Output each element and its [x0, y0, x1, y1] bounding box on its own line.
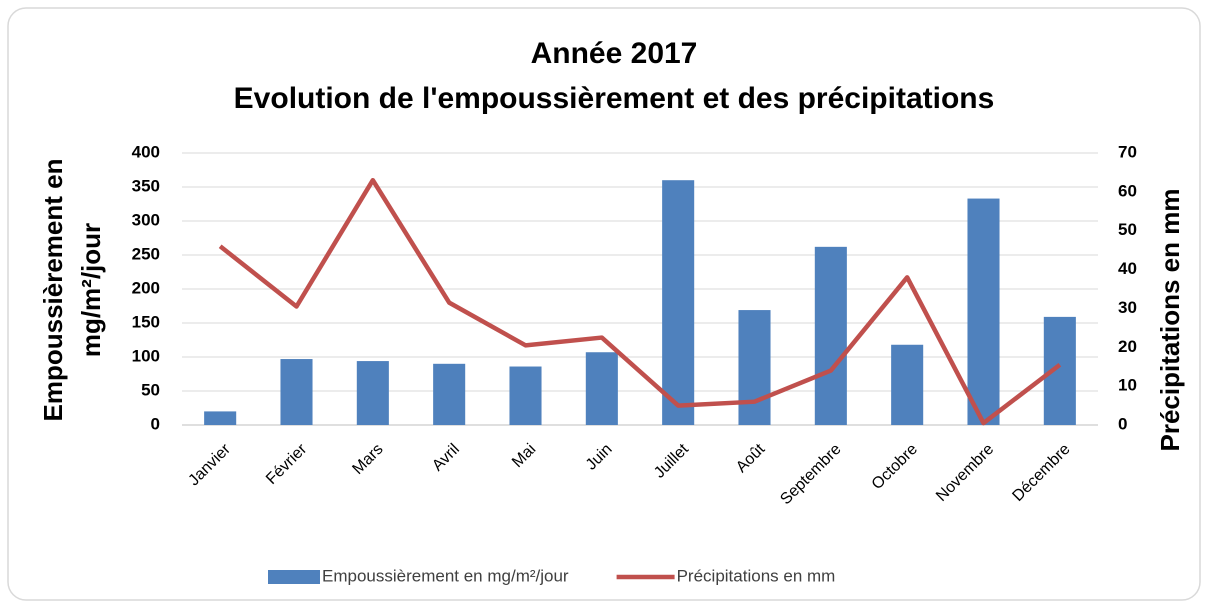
- y-tick-label: 350: [132, 176, 160, 195]
- y2-tick-label: 0: [1118, 414, 1127, 433]
- y2-tick-label: 70: [1118, 142, 1137, 161]
- bar: [204, 411, 237, 425]
- bar: [814, 246, 847, 425]
- bar: [585, 352, 618, 425]
- y2-tick-label: 60: [1118, 181, 1137, 200]
- bar: [891, 344, 924, 425]
- legend-swatch: [268, 570, 320, 584]
- y-tick-label: 150: [132, 312, 160, 331]
- y-axis-label: mg/m²/jour: [76, 223, 106, 357]
- bar: [738, 310, 771, 425]
- y2-tick-label: 30: [1118, 298, 1137, 317]
- y-tick-label: 50: [141, 380, 160, 399]
- legend-label: Précipitations en mm: [677, 566, 836, 585]
- line: [218, 177, 1062, 426]
- bar: [356, 361, 389, 425]
- chart-border: [7, 7, 1201, 601]
- chart-subtitle: Evolution de l'empoussièrement et des pr…: [234, 82, 995, 115]
- bar: [509, 366, 542, 425]
- y2-tick-label: 50: [1118, 220, 1137, 239]
- y2-axis-label: Précipitations en mm: [1155, 189, 1185, 452]
- bar: [967, 198, 1000, 425]
- y2-tick-label: 20: [1118, 337, 1137, 356]
- bar: [433, 363, 466, 425]
- y-axis-label: Empoussièrement en: [38, 159, 68, 422]
- y-tick-label: 250: [132, 244, 160, 263]
- y-tick-label: 400: [132, 142, 160, 161]
- legend-label: Empoussièrement en mg/m²/jour: [322, 566, 569, 585]
- y-tick-label: 100: [132, 346, 160, 365]
- y-tick-label: 300: [132, 210, 160, 229]
- chart-title: Année 2017: [531, 37, 698, 70]
- y2-tick-label: 10: [1118, 376, 1137, 395]
- bar: [280, 359, 313, 425]
- bar: [662, 180, 695, 425]
- y2-tick-label: 40: [1118, 259, 1137, 278]
- y-tick-label: 200: [132, 278, 160, 297]
- y-tick-label: 0: [151, 414, 160, 433]
